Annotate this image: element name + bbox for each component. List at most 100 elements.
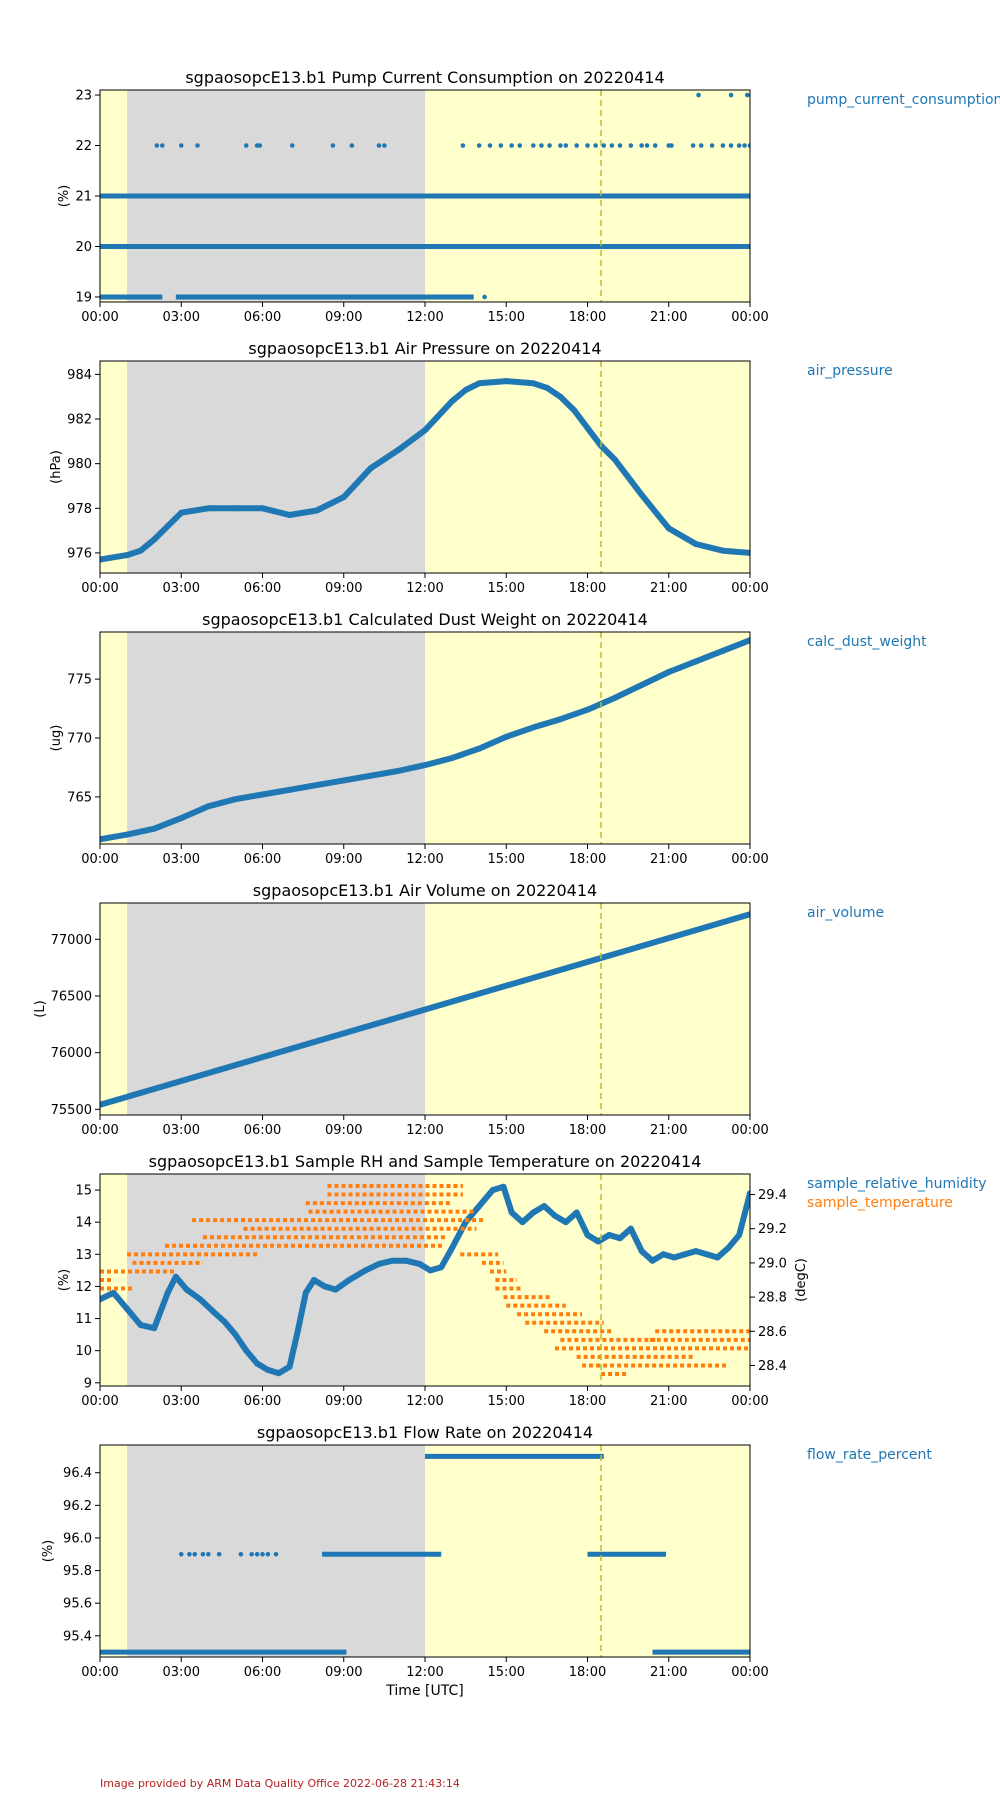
footer-credit: Image provided by ARM Data Quality Offic…	[100, 1777, 460, 1790]
data-point	[460, 143, 466, 148]
data-point	[601, 143, 607, 148]
data-point	[389, 1257, 396, 1264]
data-point	[744, 92, 750, 98]
y-tick-label-right: 29.0	[758, 1256, 787, 1271]
data-point	[206, 1551, 211, 1557]
y-axis-label: (%)	[41, 1540, 56, 1563]
data-point	[449, 755, 456, 762]
y-tick-label: 14	[75, 1216, 92, 1231]
data-point	[254, 1360, 261, 1367]
data-point	[557, 716, 564, 723]
data-point	[100, 1101, 103, 1108]
y-tick-label: 77000	[51, 933, 92, 948]
x-tick-label: 00:00	[731, 1123, 768, 1138]
data-point	[720, 143, 726, 148]
data-point	[611, 456, 618, 463]
data-point	[519, 1219, 526, 1226]
data-point	[698, 143, 704, 148]
x-tick-label: 06:00	[244, 1665, 281, 1680]
x-tick-label: 09:00	[325, 310, 362, 325]
x-tick-label: 00:00	[81, 581, 118, 596]
data-point	[570, 407, 577, 414]
data-point	[375, 1260, 382, 1267]
data-point	[159, 143, 165, 148]
y-tick-label-right: 28.6	[758, 1325, 787, 1340]
legend-pump-current-consumption: pump_current_consumption	[807, 92, 1000, 108]
data-layer	[100, 92, 750, 300]
y-tick-label: 9	[84, 1376, 92, 1391]
data-point	[573, 1209, 580, 1216]
data-point	[660, 1251, 667, 1258]
y-tick-label: 96.4	[63, 1466, 92, 1481]
data-point	[736, 1232, 743, 1239]
x-tick-label: 03:00	[163, 1394, 200, 1409]
data-point	[183, 1286, 190, 1293]
data-point	[638, 1248, 645, 1255]
data-point	[649, 1257, 656, 1264]
panel-1: 00:00 03:00 06:00 09:00 12:00 15:00 18:00 21:00…	[57, 68, 1000, 325]
panel-title: sgpaosopcE13.b1 Calculated Dust Weight o…	[202, 610, 648, 629]
data-point	[652, 143, 658, 148]
data-point	[362, 1267, 369, 1274]
data-point	[558, 143, 563, 148]
data-point	[503, 733, 510, 740]
x-tick-label: 12:00	[406, 581, 443, 596]
legend-flow-rate-percent: flow_rate_percent	[807, 1447, 932, 1463]
x-tick-label: 03:00	[163, 1123, 200, 1138]
y-tick-label: 13	[75, 1248, 92, 1263]
panel-title: sgpaosopcE13.b1 Flow Rate on 20220414	[257, 1423, 593, 1442]
x-tick-label: 18:00	[569, 310, 606, 325]
x-tick-label: 18:00	[569, 581, 606, 596]
data-point	[539, 143, 544, 148]
data-point	[313, 507, 320, 514]
y-tick-label: 96.0	[63, 1531, 92, 1546]
data-point	[449, 398, 456, 405]
data-point	[617, 143, 623, 148]
data-point	[742, 143, 747, 148]
panel-4: 00:00 03:00 06:00 09:00 12:00 15:00 18:00 21:00…	[33, 881, 884, 1138]
night-shading	[127, 361, 425, 573]
y-tick-label: 978	[67, 502, 92, 517]
x-tick-label: 00:00	[81, 1123, 118, 1138]
data-point	[489, 1187, 496, 1194]
data-point	[747, 1190, 750, 1197]
legend-sample-temperature: sample_temperature	[807, 1195, 953, 1211]
x-tick-label: 12:00	[406, 1394, 443, 1409]
data-point	[669, 143, 674, 148]
x-tick-label: 12:00	[406, 1123, 443, 1138]
x-tick-label: 00:00	[731, 852, 768, 867]
data-point	[151, 825, 158, 832]
data-point	[124, 1305, 131, 1312]
x-tick-label: 09:00	[325, 581, 362, 596]
data-point	[530, 380, 537, 387]
data-point	[639, 143, 644, 148]
data-point	[609, 143, 615, 148]
x-tick-label: 00:00	[81, 852, 118, 867]
legend-air-pressure: air_pressure	[807, 363, 893, 379]
data-point	[517, 143, 523, 148]
x-tick-label: 15:00	[488, 852, 525, 867]
data-point	[178, 815, 185, 822]
data-point	[476, 143, 482, 148]
data-point	[541, 1203, 548, 1210]
data-point	[703, 1251, 710, 1258]
x-tick-label: 03:00	[163, 310, 200, 325]
data-point	[725, 1244, 732, 1251]
x-tick-label: 06:00	[244, 1123, 281, 1138]
data-point	[584, 424, 591, 431]
data-point	[503, 378, 510, 385]
data-point	[628, 143, 634, 148]
x-tick-label: 21:00	[650, 1123, 687, 1138]
data-point	[606, 1232, 613, 1239]
y-tick-label: 976	[67, 546, 92, 561]
data-point	[574, 143, 579, 148]
data-point	[124, 831, 131, 838]
data-point	[416, 1260, 423, 1267]
panel-title: sgpaosopcE13.b1 Air Volume on 20220414	[253, 881, 597, 900]
data-point	[221, 1318, 228, 1325]
data-point	[611, 694, 618, 701]
data-point	[200, 1551, 206, 1557]
panel-title: sgpaosopcE13.b1 Sample RH and Sample Tem…	[149, 1152, 702, 1171]
data-point	[476, 745, 483, 752]
series-calc-dust-weight	[100, 637, 750, 843]
